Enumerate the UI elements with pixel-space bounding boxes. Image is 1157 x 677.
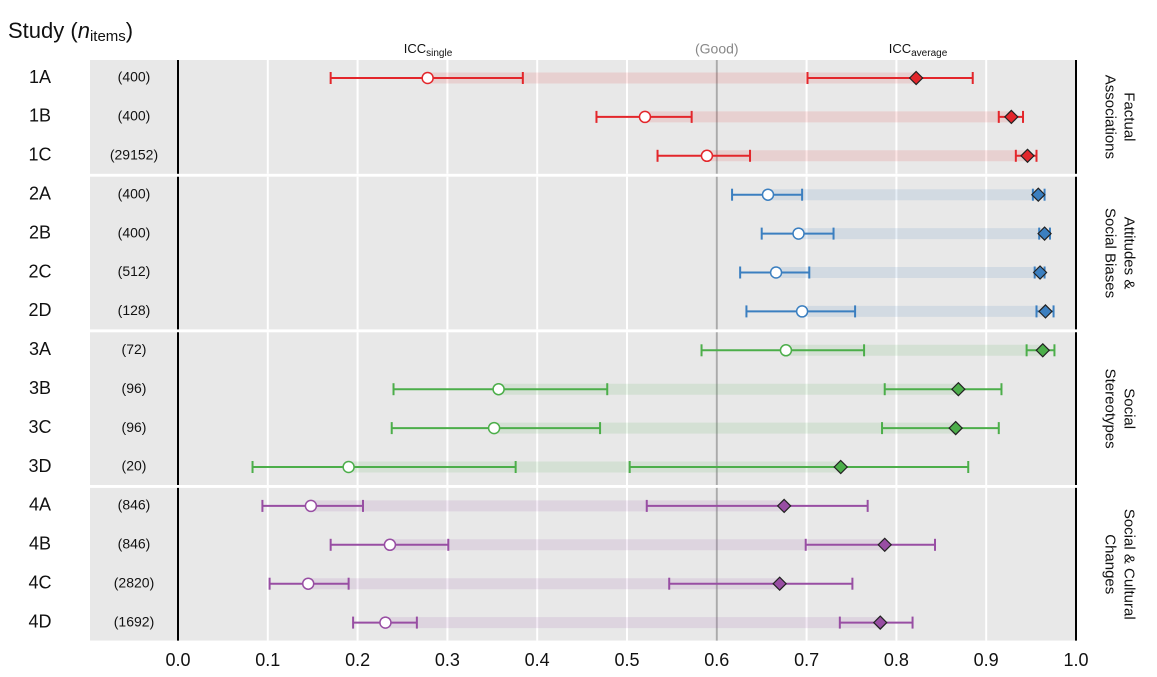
study-label: 3B [29, 378, 51, 398]
single-point [769, 266, 783, 279]
single-point [342, 460, 355, 474]
group-label: SocialStereotypes [1102, 369, 1138, 449]
average-point [1038, 304, 1053, 319]
average-point [1020, 148, 1035, 164]
single-point [638, 110, 652, 124]
study-label: 2A [29, 183, 51, 203]
average-point [1030, 187, 1046, 203]
group-label-line: Associations [1102, 75, 1119, 159]
x-tick-label: 0.7 [794, 650, 819, 670]
x-tick-label: 0.1 [255, 650, 280, 670]
study-label: 3D [28, 456, 51, 476]
group-label-line: Social [1121, 388, 1138, 429]
single-point [379, 616, 392, 629]
header-text: ICC [889, 41, 911, 56]
study-label: 1A [29, 67, 51, 87]
group-label: FactualAssociations [1102, 75, 1138, 159]
single-point [487, 421, 501, 435]
average-point [908, 70, 924, 86]
average-point [1032, 265, 1048, 280]
n-label: (400) [118, 108, 151, 124]
average-point [872, 615, 888, 630]
x-tick-label: 0.5 [614, 650, 639, 670]
single-point [795, 305, 809, 318]
n-label: (400) [118, 185, 151, 201]
title-text: Study ( [8, 18, 78, 43]
study-label: 1C [28, 145, 51, 165]
average-header: ICCaverage [889, 41, 948, 58]
average-point [1003, 109, 1019, 125]
panel [90, 332, 1076, 485]
group-label-line: Social & Cultural [1121, 509, 1138, 620]
single-point [304, 499, 318, 513]
single-point [421, 71, 434, 85]
group-label-line: Changes [1102, 534, 1119, 594]
single-point [779, 344, 793, 357]
panel [90, 176, 1076, 330]
average-point [951, 381, 966, 397]
study-label: 4C [28, 572, 51, 592]
n-label: (400) [118, 69, 151, 85]
panel [90, 487, 1076, 641]
average-point [1037, 226, 1052, 241]
study-label: 4B [29, 534, 51, 554]
single-point [700, 149, 714, 163]
x-tick-label: 1.0 [1063, 650, 1088, 670]
group-label-line: Attitudes & [1121, 217, 1138, 290]
n-label: (128) [118, 302, 151, 318]
n-label: (1692) [114, 613, 154, 629]
x-tick-label: 0.0 [165, 650, 190, 670]
single-point [761, 188, 775, 201]
average-point [948, 420, 964, 436]
group-label: Attitudes &Social Biases [1102, 208, 1138, 298]
single-point [792, 227, 805, 240]
n-label: (96) [122, 419, 147, 435]
single-point [492, 382, 505, 396]
average-point [1035, 342, 1051, 358]
study-label: 3C [28, 417, 51, 437]
x-tick-label: 0.9 [974, 650, 999, 670]
study-label: 2D [28, 300, 51, 320]
single-point [301, 577, 315, 590]
x-tick-label: 0.2 [345, 650, 370, 670]
title-text: ) [126, 18, 133, 43]
header-subscript: average [911, 48, 948, 59]
chart-title: Study (nitems) [8, 18, 133, 45]
group-label-line: Stereotypes [1102, 369, 1119, 449]
n-label: (400) [118, 224, 151, 240]
study-label: 4A [29, 495, 51, 515]
x-tick-label: 0.8 [884, 650, 909, 670]
n-label: (29152) [110, 147, 158, 163]
x-tick-label: 0.6 [704, 650, 729, 670]
x-tick-label: 0.3 [435, 650, 460, 670]
single-point [383, 538, 397, 552]
study-label: 4D [28, 611, 51, 631]
n-label: (846) [118, 497, 151, 513]
n-label: (846) [118, 536, 151, 552]
reference-label: (Good) [695, 41, 739, 57]
n-label: (72) [122, 341, 147, 357]
header-text: ICC [404, 41, 426, 56]
average-point [877, 537, 893, 553]
n-label: (2820) [114, 574, 154, 590]
study-label: 2C [28, 261, 51, 281]
study-label: 1B [29, 106, 51, 126]
average-point [833, 459, 849, 475]
study-label: 3A [29, 339, 51, 359]
x-tick-label: 0.4 [525, 650, 550, 670]
single-header: ICCsingle [404, 41, 453, 58]
average-point [772, 576, 788, 592]
title-subscript: items [90, 28, 126, 45]
header-subscript: single [426, 48, 453, 59]
n-label: (512) [118, 263, 151, 279]
average-point [776, 498, 792, 514]
group-label: Social & CulturalChanges [1102, 509, 1138, 620]
n-label: (20) [122, 458, 147, 474]
n-label: (96) [122, 380, 147, 396]
group-label-line: Factual [1121, 92, 1138, 141]
study-label: 2B [29, 222, 51, 242]
title-variable: n [78, 18, 90, 43]
group-label-line: Social Biases [1102, 208, 1119, 298]
